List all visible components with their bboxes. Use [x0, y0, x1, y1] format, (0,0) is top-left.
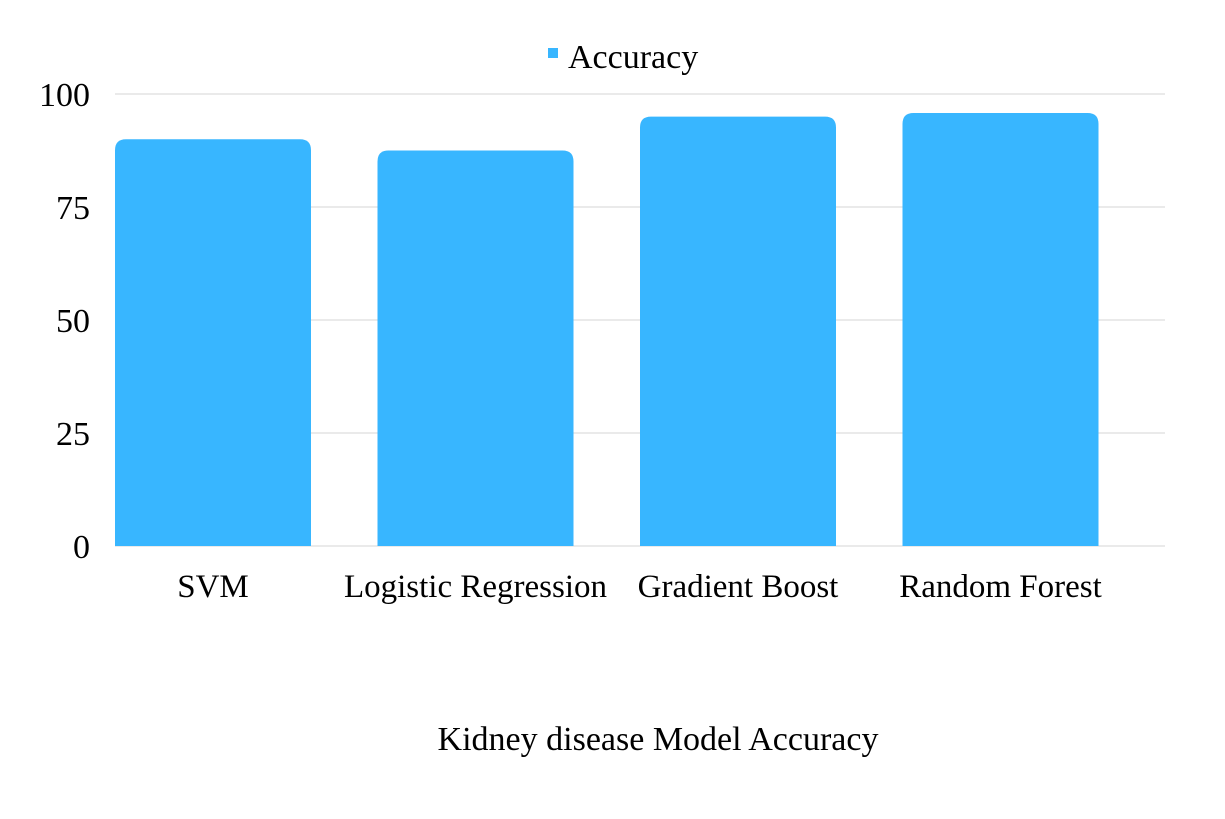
legend-swatch: [548, 48, 558, 58]
bar-random-forest: [902, 112, 1099, 546]
x-category-label: SVM: [177, 569, 249, 605]
legend: Accuracy: [548, 39, 698, 76]
bar-logistic-regression: [377, 150, 574, 546]
y-tick-label: 50: [56, 303, 90, 340]
x-category-label: Logistic Regression: [344, 569, 607, 605]
bar-gradient-boost: [640, 116, 836, 546]
y-tick-label: 0: [73, 529, 90, 566]
bars: [115, 112, 1099, 546]
y-axis-tick-labels: 0 25 50 75 100: [39, 77, 90, 566]
x-axis-category-labels: SVM Logistic Regression Gradient Boost Rand…: [177, 569, 1102, 605]
x-axis-title: Kidney disease Model Accuracy: [438, 721, 879, 758]
y-tick-label: 75: [56, 190, 90, 227]
x-category-label: Gradient Boost: [638, 569, 839, 605]
x-category-label: Random Forest: [899, 569, 1102, 605]
legend-label: Accuracy: [568, 39, 698, 76]
y-tick-label: 100: [39, 77, 90, 114]
bar-svm: [115, 139, 311, 546]
y-tick-label: 25: [56, 416, 90, 453]
